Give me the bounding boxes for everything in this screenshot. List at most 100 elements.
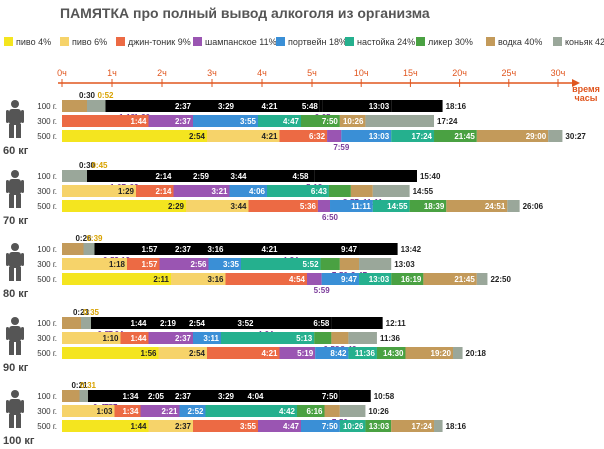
bar-segment-champ11 [307, 273, 322, 285]
axis-tick-label: 10ч [354, 68, 369, 78]
bar-segment-champ11 [317, 200, 331, 212]
legend-label-cognac42: коньяк 42% [565, 37, 604, 47]
bar-segment-cognac42 [434, 420, 443, 432]
bar-segment-undefined [148, 317, 178, 329]
bar-segment-champ11 [327, 130, 342, 142]
time-label: 1:10 [102, 334, 119, 343]
time-label: 30:27 [565, 132, 586, 141]
weight-label: 60 кг [3, 145, 29, 157]
amount-label: 100 г. [37, 172, 57, 181]
bar-segment-port18 [330, 200, 373, 212]
time-label: 13:42 [401, 245, 422, 254]
time-label: 2:52 [187, 407, 204, 416]
legend-swatch-tinct24 [345, 37, 354, 46]
bar-segment-undefined [193, 243, 226, 255]
bar-segment-port18 [341, 130, 392, 142]
time-label: 13:03 [369, 422, 390, 431]
bar-segment-beer6 [62, 405, 115, 417]
bar-segment-beer6 [186, 200, 249, 212]
bar-segment-port18 [301, 420, 340, 432]
time-label: 3:16 [207, 275, 224, 284]
bar-segment-vodka40 [331, 332, 349, 344]
bar-segment-undefined [130, 170, 174, 182]
time-label: 1:34 [122, 392, 139, 401]
axis-tick-label: 15ч [403, 68, 418, 78]
bar-segment-undefined [101, 390, 110, 402]
time-label: 7:50 [322, 117, 339, 126]
legend-swatch-beer4 [4, 37, 13, 46]
time-label: 4:47 [283, 117, 300, 126]
time-label: 2:05 [148, 392, 165, 401]
time-label: 11:11 [351, 202, 371, 211]
bar-segment-undefined [142, 100, 193, 112]
time-label: 19:20 [431, 349, 452, 358]
bar-segment-vodka40 [339, 115, 366, 127]
bar-segment-gin9 [207, 347, 280, 359]
time-label: 1:29 [118, 187, 135, 196]
bar-segment-liq30 [297, 405, 325, 417]
time-label: 6:32 [309, 132, 326, 141]
bar-segment-cognac42 [365, 115, 435, 127]
bar-segment-undefined [391, 100, 443, 112]
amount-label: 500 г. [37, 349, 57, 358]
axis-tick-label: 3ч [207, 68, 217, 78]
bar-segment-cognac42 [79, 390, 88, 402]
bar-segment-vodka40 [423, 273, 477, 285]
time-label: 2:54 [189, 132, 206, 141]
bar-segment-undefined [94, 243, 111, 255]
amount-row: 500 г. 1:44 2:37 3:55 4:47 7:50 10:26 13:03 17:2… [37, 420, 467, 432]
legend-label-gin9: джин-тоник 9% [128, 37, 191, 47]
bar-segment-undefined [310, 170, 315, 182]
bar-segment-champ11 [258, 420, 301, 432]
bar-segment-champ11 [140, 405, 180, 417]
bar-segment-liq30 [409, 200, 447, 212]
time-label: 1:44 [130, 117, 147, 126]
time-label: 4:47 [283, 422, 300, 431]
legend-label-beer4: пиво 4% [16, 37, 51, 47]
time-label: 2:14 [155, 187, 172, 196]
bar-segment-beer6 [148, 420, 193, 432]
amount-label: 300 г. [37, 117, 57, 126]
bar-segment-undefined [236, 390, 266, 402]
legend-label-tinct24: настойка 24% [357, 37, 415, 47]
amount-row: 500 г. 2:54 4:21 6:32 7:59 13:03 17:24 21:45 29:… [37, 130, 586, 152]
bar-segment-port18 [229, 185, 267, 197]
bar-segment-beer4 [62, 200, 186, 212]
bar-segment-gin9 [193, 420, 258, 432]
time-label: 4:21 [261, 245, 278, 254]
bar-segment-undefined [265, 390, 340, 402]
bar-segment-undefined [319, 100, 323, 112]
bar-segment-beer6 [62, 185, 136, 197]
bar-segment-undefined [122, 243, 160, 255]
time-label: 2:37 [175, 392, 192, 401]
time-label: 18:39 [424, 202, 445, 211]
bar-segment-undefined [193, 100, 236, 112]
bar-segment-port18 [193, 115, 258, 127]
legend-label-liq30: ликер 30% [428, 37, 473, 47]
bar-segment-beer4 [62, 420, 149, 432]
bar-segment-vodka40 [405, 347, 454, 359]
amount-label: 500 г. [37, 132, 57, 141]
time-label: 0:21 [71, 381, 88, 390]
bar-segment-undefined [115, 317, 149, 329]
bar-segment-undefined [105, 317, 116, 329]
time-label: 5:19 [297, 349, 314, 358]
bar-segment-champ11 [148, 332, 193, 344]
weight-label: 100 кг [3, 435, 35, 447]
bar-segment-undefined [178, 317, 207, 329]
legend-label-vodka40: водка 40% [498, 37, 542, 47]
time-label: 2:59 [193, 172, 210, 181]
bar-segment-cognac42 [339, 405, 366, 417]
bar-segment-undefined [331, 317, 383, 329]
time-label: 22:50 [490, 275, 511, 284]
bar-segment-vodka40 [446, 200, 508, 212]
bar-segment-vodka40 [62, 317, 81, 329]
bar-segment-undefined [91, 317, 106, 329]
bar-segment-champ11 [148, 115, 193, 127]
time-label: 4:06 [249, 187, 266, 196]
time-label: 0:45 [91, 161, 108, 170]
bar-segment-cognac42 [476, 273, 488, 285]
